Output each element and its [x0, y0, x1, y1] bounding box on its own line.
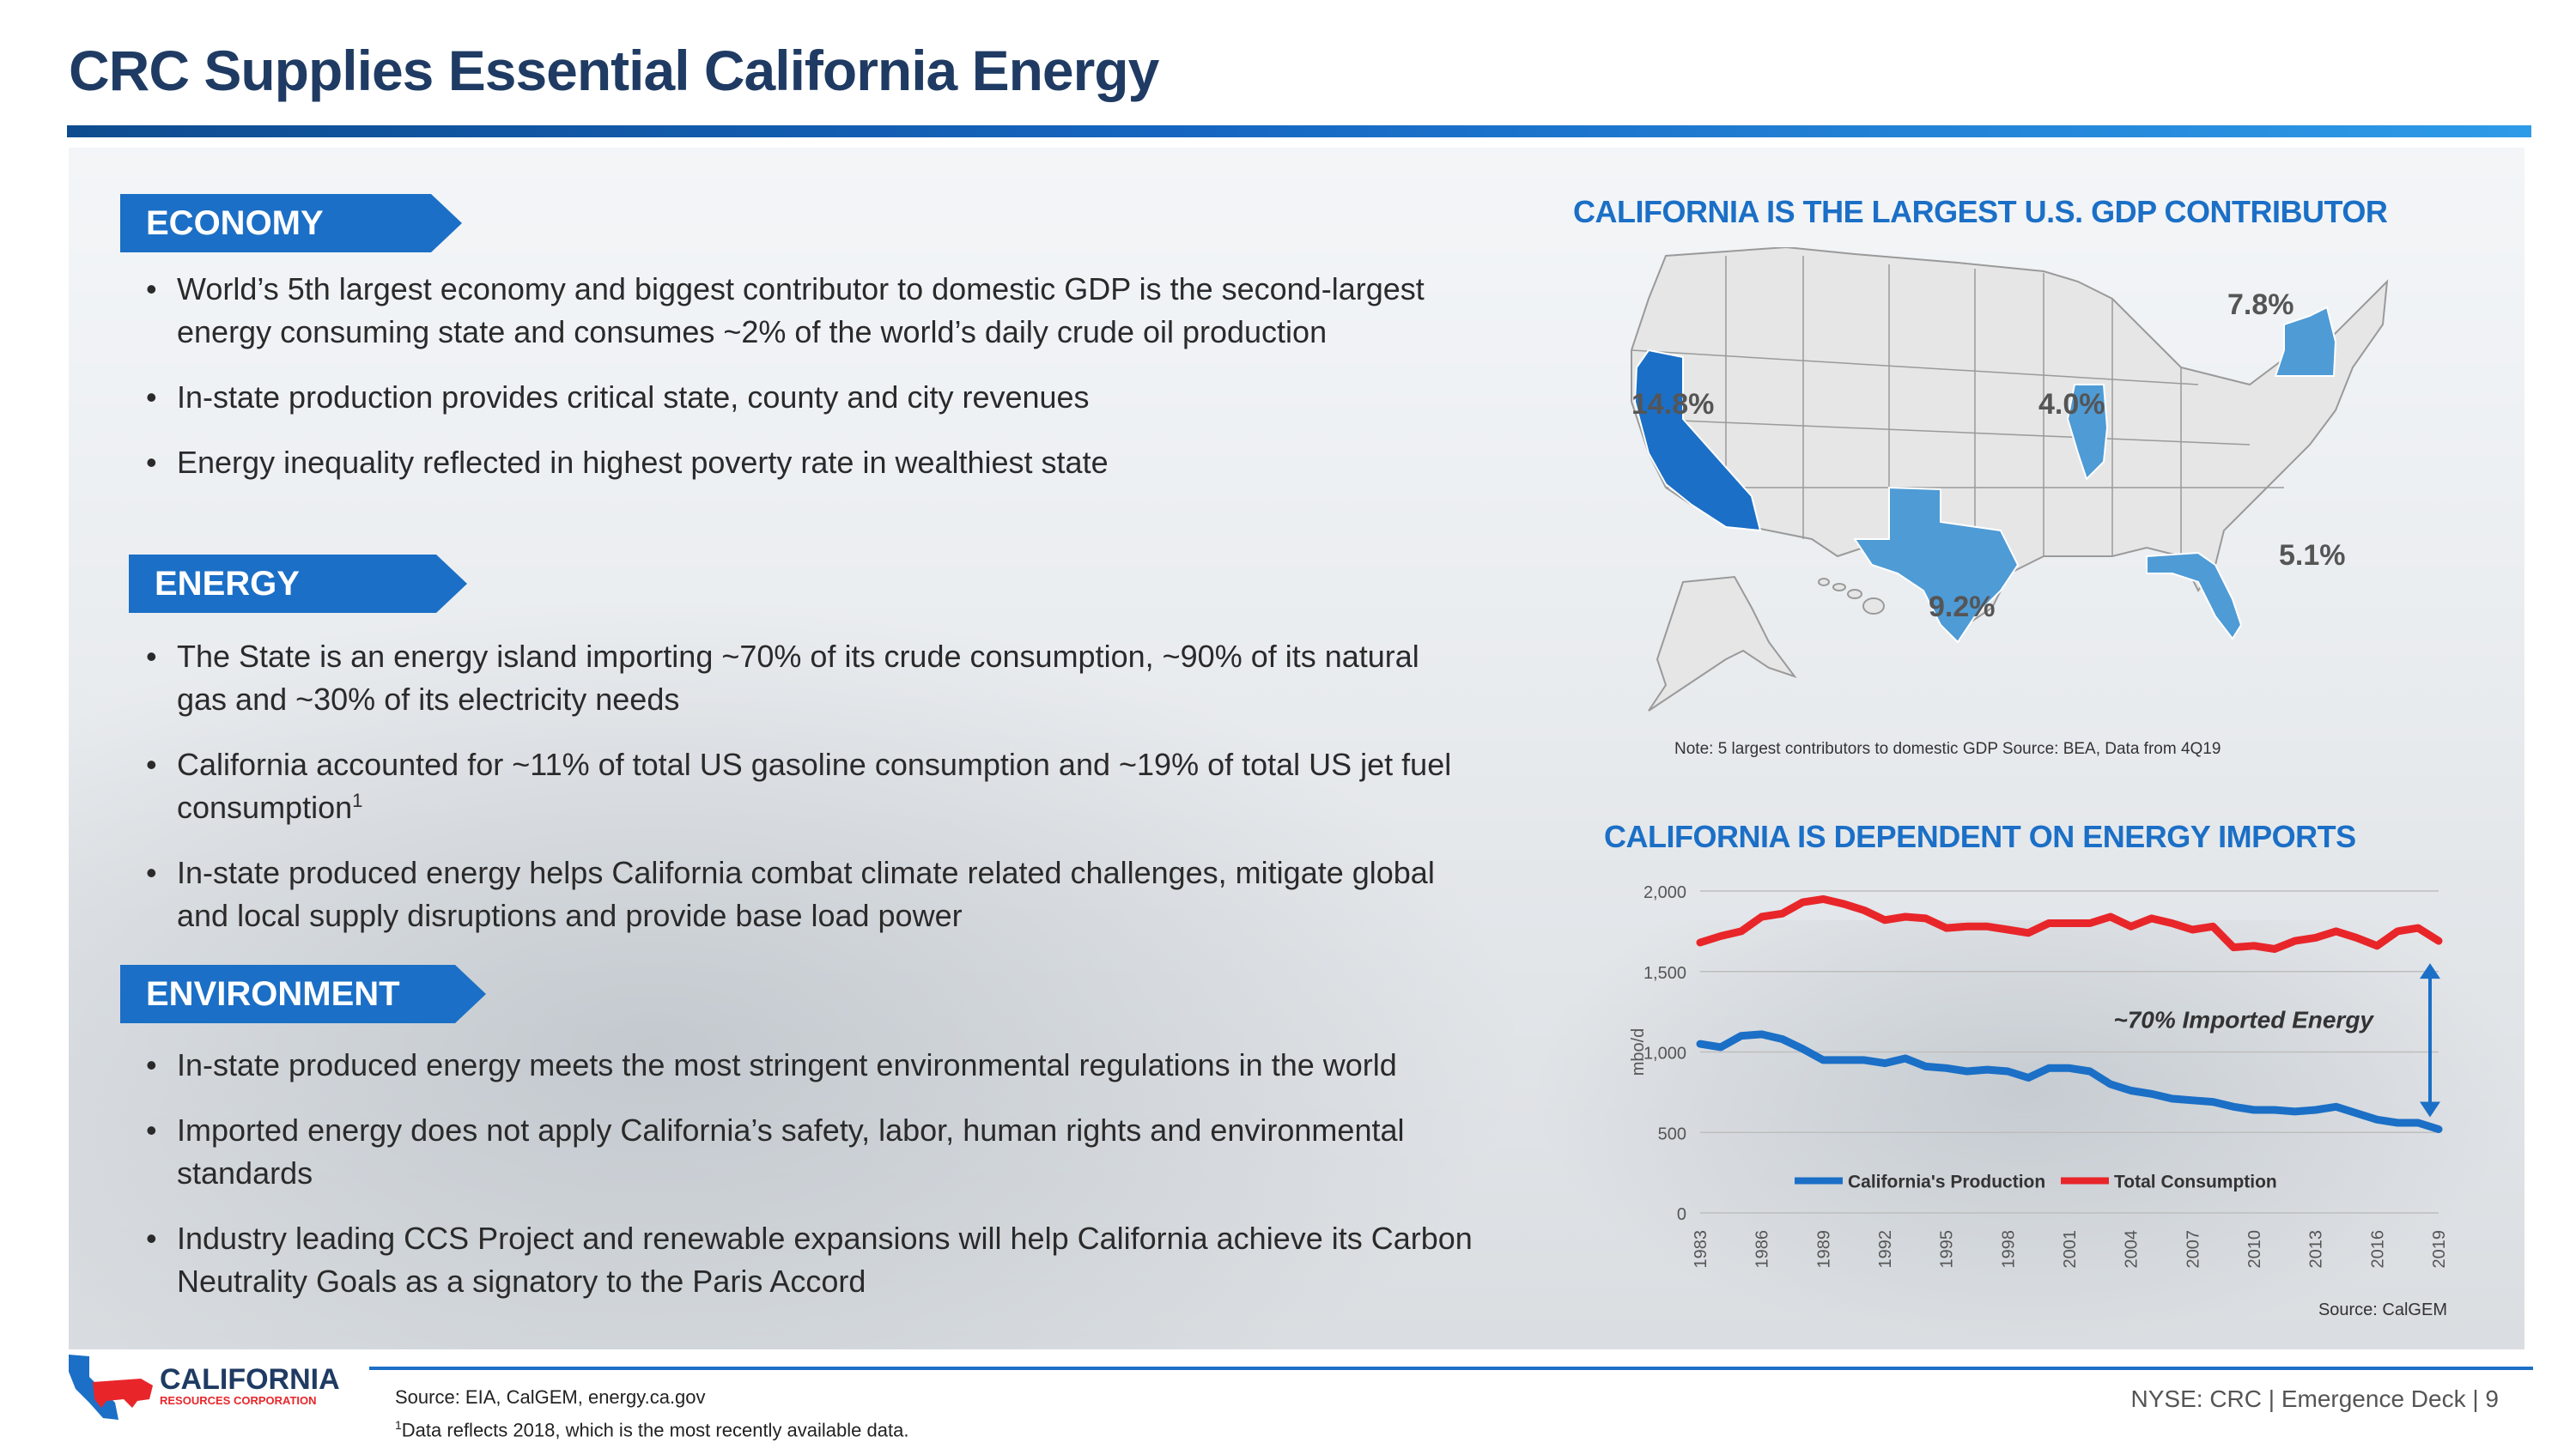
new-york-state	[2274, 306, 2337, 377]
section-tag-energy: ENERGY	[129, 555, 467, 613]
y-tick-label: 500	[1658, 1125, 1686, 1143]
page-reference: NYSE: CRC | Emergence Deck | 9	[2130, 1385, 2499, 1412]
environment-bullets: In-state produced energy meets the most …	[120, 1044, 1477, 1325]
import-arrow-head-down	[2420, 1101, 2440, 1118]
x-tick-label: 1989	[1814, 1230, 1833, 1269]
y-axis-label: mbo/d	[1629, 1028, 1648, 1076]
company-logo: CALIFORNIA RESOURCES CORPORATION	[69, 1355, 340, 1420]
bullet-item: Energy inequality reflected in highest p…	[120, 441, 1477, 484]
texas-state	[1853, 486, 2020, 644]
energy-bullets: The State is an energy island importing …	[120, 635, 1477, 960]
bullet-item: California accounted for ~11% of total U…	[120, 743, 1477, 829]
footer-rule	[369, 1367, 2533, 1370]
import-arrow-head-up	[2420, 963, 2440, 979]
footnote-mark: 1	[352, 790, 363, 811]
bullet-item: World’s 5th largest economy and biggest …	[120, 268, 1477, 354]
x-tick-label: 1983	[1692, 1230, 1710, 1269]
series-line-consumption	[1696, 894, 2443, 953]
x-tick-label: 1992	[1876, 1230, 1895, 1269]
y-tick-label: 2,000	[1643, 883, 1686, 902]
economy-bullets: World’s 5th largest economy and biggest …	[120, 268, 1477, 506]
map-note: Note: 5 largest contributors to domestic…	[1674, 740, 2221, 758]
imported-energy-annotation: ~70% Imported Energy	[2113, 1006, 2374, 1033]
imports-line-chart: 0 500 1,000 1,500 2,000 mbo/d 1983 1986 1989 1992…	[1629, 883, 2449, 1319]
state-borders	[1631, 256, 2284, 565]
x-tick-label: 2013	[2307, 1230, 2326, 1269]
legend-label: Total Consumption	[2114, 1173, 2277, 1192]
x-tick-label: 1986	[1753, 1230, 1772, 1269]
california-state	[1633, 349, 1762, 532]
bear-logo-shape	[93, 1379, 153, 1408]
chart-title: CALIFORNIA IS DEPENDENT ON ENERGY IMPORT…	[1604, 819, 2356, 854]
map-label-tx: 9.2%	[1929, 591, 1996, 623]
series-line-production	[1696, 1030, 2443, 1133]
x-tick-label: 1998	[1999, 1230, 2018, 1269]
chart-source: Source: CalGEM	[2318, 1300, 2447, 1319]
bullet-item: The State is an energy island importing …	[120, 635, 1477, 721]
legend-label: California's Production	[1848, 1173, 2045, 1192]
alaska-shape	[1648, 575, 1797, 712]
bullet-item: In-state production provides critical st…	[120, 376, 1477, 419]
bullet-item: In-state produced energy meets the most …	[120, 1044, 1477, 1087]
hawaii-shape	[1818, 578, 1885, 615]
bullet-item: In-state produced energy helps Californi…	[120, 852, 1477, 937]
title-rule	[67, 125, 2531, 137]
y-tick-label: 0	[1677, 1205, 1686, 1224]
section-tag-environment: ENVIRONMENT	[120, 965, 486, 1023]
bullet-item: Industry leading CCS Project and renewab…	[120, 1217, 1477, 1303]
logo-line2: RESOURCES CORPORATION	[160, 1394, 317, 1407]
bullet-item: Imported energy does not apply Californi…	[120, 1109, 1477, 1195]
x-tick-label: 2019	[2430, 1230, 2449, 1269]
map-label-ca: 14.8%	[1631, 388, 1715, 421]
logo-line1: CALIFORNIA	[160, 1363, 340, 1396]
x-tick-label: 2001	[2061, 1230, 2080, 1269]
footer-source: Source: EIA, CalGEM, energy.ca.gov 1Data…	[395, 1386, 909, 1441]
page-title: CRC Supplies Essential California Energy	[69, 39, 1159, 102]
us-gdp-map	[1631, 247, 2389, 712]
map-label-il: 4.0%	[2038, 388, 2105, 421]
section-tag-economy: ECONOMY	[120, 194, 462, 252]
florida-state	[2146, 551, 2243, 640]
y-tick-label: 1,000	[1643, 1045, 1686, 1064]
illinois-state	[2066, 384, 2109, 481]
map-label-ny: 7.8%	[2227, 288, 2294, 321]
y-tick-label: 1,500	[1643, 964, 1686, 983]
map-title: CALIFORNIA IS THE LARGEST U.S. GDP CONTR…	[1573, 194, 2388, 229]
x-tick-label: 2016	[2368, 1230, 2387, 1269]
x-tick-label: 2007	[2184, 1230, 2202, 1269]
x-tick-label: 2004	[2123, 1230, 2142, 1269]
x-tick-label: 2010	[2245, 1230, 2264, 1269]
x-tick-label: 1995	[1938, 1230, 1957, 1269]
map-label-fl: 5.1%	[2279, 539, 2346, 572]
